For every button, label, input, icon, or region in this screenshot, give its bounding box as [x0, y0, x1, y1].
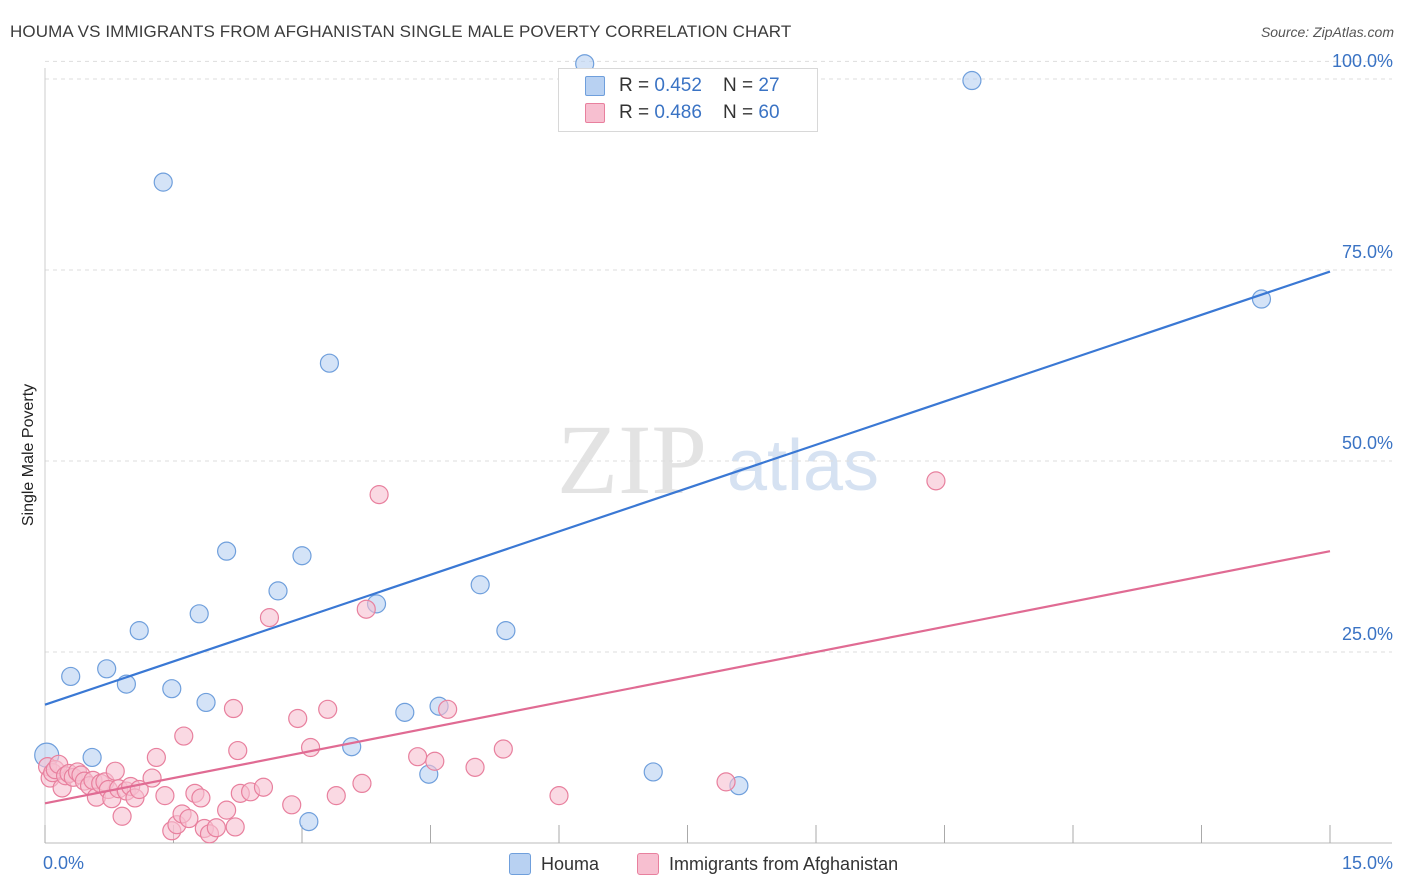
- data-point-afghanistan: [225, 817, 245, 837]
- axes: [44, 68, 1392, 844]
- data-point-afghanistan: [438, 699, 458, 719]
- legend-n-value-houma: 27: [758, 75, 780, 96]
- y-tick-label: 75.0%: [1342, 242, 1393, 262]
- data-point-houma: [1251, 289, 1272, 309]
- y-tick-label: 50.0%: [1342, 433, 1393, 453]
- grid-lines: [45, 60, 1392, 653]
- bottom-legend-label-houma: Houma: [541, 853, 600, 874]
- data-point-houma: [162, 679, 182, 699]
- trend-line-houma: [44, 270, 1331, 706]
- data-point-houma: [153, 172, 173, 192]
- data-point-houma: [292, 546, 312, 566]
- data-point-afghanistan: [716, 772, 736, 792]
- bottom-legend-label-afghanistan: Immigrants from Afghanistan: [669, 853, 899, 874]
- data-point-houma: [196, 692, 216, 713]
- data-point-afghanistan: [217, 800, 237, 820]
- data-point-afghanistan: [174, 726, 194, 746]
- legend-n-label: N =: [723, 102, 759, 123]
- y-tick-label: 100.0%: [1332, 51, 1393, 71]
- trend-lines: [44, 270, 1331, 805]
- x-tick-label: 0.0%: [43, 853, 84, 873]
- data-point-afghanistan: [206, 818, 226, 838]
- data-point-afghanistan: [179, 808, 199, 829]
- data-point-afghanistan: [352, 773, 372, 794]
- data-point-afghanistan: [326, 786, 346, 806]
- data-point-afghanistan: [408, 747, 428, 767]
- legend-r-value-afghanistan: 0.486: [654, 102, 702, 123]
- data-point-houma: [643, 762, 663, 782]
- data-point-houma: [61, 666, 81, 687]
- chart-title: HOUMA VS IMMIGRANTS FROM AFGHANISTAN SIN…: [10, 22, 792, 41]
- data-point-afghanistan: [223, 698, 244, 719]
- bottom-legend-houma: Houma: [509, 852, 599, 876]
- data-point-houma: [496, 621, 516, 641]
- bottom-legend-swatch-afghanistan: [637, 853, 659, 875]
- data-point-afghanistan: [926, 471, 946, 491]
- data-point-afghanistan: [425, 751, 445, 771]
- legend-n-label: N =: [723, 75, 759, 96]
- data-point-afghanistan: [253, 777, 274, 797]
- y-tick-label: 25.0%: [1342, 624, 1393, 644]
- data-point-houma: [268, 581, 288, 601]
- data-point-houma: [129, 621, 149, 641]
- data-point-afghanistan: [146, 747, 166, 768]
- data-point-afghanistan: [369, 485, 389, 505]
- legend-r-label: R =: [619, 102, 655, 123]
- data-point-afghanistan: [105, 761, 125, 781]
- data-point-afghanistan: [191, 788, 211, 808]
- legend-swatch-houma: [585, 76, 605, 96]
- bottom-legend-swatch-houma: [509, 853, 531, 875]
- data-point-houma: [217, 541, 237, 561]
- data-point-houma: [342, 737, 362, 757]
- watermark-zip: ZIP: [557, 404, 707, 515]
- data-point-houma: [82, 747, 102, 768]
- data-point-afghanistan: [356, 599, 376, 619]
- trend-line-afghanistan: [44, 550, 1331, 805]
- data-points: [34, 54, 1272, 844]
- data-point-afghanistan: [288, 708, 308, 729]
- legend-box: R = 0.452 N = 27 R = 0.486 N = 60: [558, 68, 818, 132]
- data-point-houma: [470, 575, 490, 595]
- watermark: ZIP atlas: [557, 404, 879, 515]
- bottom-legend-afghanistan: Immigrants from Afghanistan: [637, 852, 898, 876]
- x-tick-label: 15.0%: [1342, 853, 1393, 873]
- data-point-houma: [97, 659, 117, 679]
- legend-swatch-afghanistan: [585, 103, 605, 123]
- data-point-houma: [189, 604, 209, 624]
- data-point-afghanistan: [228, 740, 248, 761]
- data-point-afghanistan: [112, 806, 132, 826]
- data-point-afghanistan: [465, 757, 485, 777]
- data-point-afghanistan: [318, 699, 338, 719]
- data-point-afghanistan: [493, 739, 513, 759]
- data-point-houma: [319, 353, 340, 373]
- data-point-houma: [962, 70, 982, 91]
- legend-r-value-houma: 0.452: [654, 75, 702, 96]
- data-point-houma: [299, 812, 319, 832]
- data-point-afghanistan: [259, 608, 280, 628]
- data-point-afghanistan: [155, 786, 175, 806]
- legend-r-label: R =: [619, 75, 655, 96]
- tick-labels: 100.0% 75.0% 50.0% 25.0% 0.0% 15.0%: [43, 51, 1393, 873]
- data-point-afghanistan: [549, 786, 569, 806]
- legend-n-value-afghanistan: 60: [758, 102, 780, 123]
- data-point-houma: [395, 702, 415, 722]
- data-point-afghanistan: [300, 737, 321, 758]
- source-label: Source: ZipAtlas.com: [1260, 24, 1394, 40]
- data-point-afghanistan: [282, 795, 302, 815]
